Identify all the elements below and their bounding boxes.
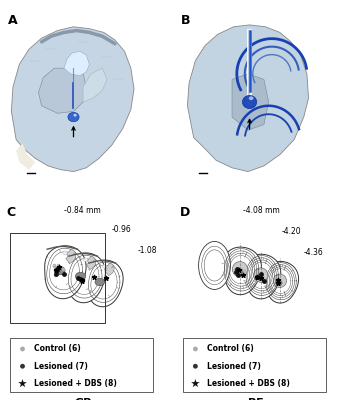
Text: Lesioned (7): Lesioned (7) [206,362,260,371]
Point [53,267,59,274]
Text: A: A [8,14,18,27]
Polygon shape [232,74,269,130]
Point [55,267,60,274]
Point [275,277,280,284]
Point [238,266,243,273]
Point [51,263,57,270]
Polygon shape [16,143,35,170]
Ellipse shape [54,266,65,275]
Ellipse shape [235,269,243,275]
Ellipse shape [276,280,282,286]
Point [61,271,66,277]
Point [77,276,82,282]
Text: -4.20: -4.20 [281,227,301,236]
Ellipse shape [273,274,286,288]
Point [237,267,242,273]
Ellipse shape [242,96,257,108]
Text: PF: PF [248,398,264,400]
Text: Lesioned + DBS (8): Lesioned + DBS (8) [34,379,117,388]
Polygon shape [245,254,281,299]
Point [235,272,241,278]
Point [254,274,260,281]
Bar [183,338,326,392]
Polygon shape [38,68,86,113]
Ellipse shape [103,265,106,268]
Ellipse shape [74,114,77,116]
Polygon shape [86,260,123,307]
Polygon shape [12,27,134,172]
Point [75,275,81,281]
Point [234,269,239,275]
Polygon shape [66,253,105,303]
Ellipse shape [254,268,268,282]
Ellipse shape [84,258,88,262]
Point [255,274,260,280]
Point [234,265,240,272]
Point [232,266,238,273]
Polygon shape [187,25,308,172]
Text: C: C [6,206,16,219]
Point [275,280,280,286]
Ellipse shape [63,251,67,255]
Polygon shape [83,68,107,102]
Polygon shape [64,51,89,76]
Point [51,262,56,268]
Point [258,271,263,277]
Point [56,264,62,270]
Point [240,271,246,278]
Polygon shape [86,256,96,270]
Point [259,274,264,281]
Point [55,262,61,268]
Ellipse shape [68,112,79,122]
Polygon shape [66,249,76,264]
Point [20,363,25,370]
Polygon shape [265,262,299,303]
Point [53,271,58,278]
Polygon shape [45,246,86,299]
Ellipse shape [249,96,254,100]
Polygon shape [105,263,114,276]
Point [193,380,198,387]
Text: -0.96: -0.96 [112,225,132,234]
Point [79,277,85,283]
Text: D: D [179,206,190,219]
Text: -4.08 mm: -4.08 mm [243,206,280,215]
Ellipse shape [256,274,263,280]
Point [103,275,108,282]
Point [261,278,266,284]
Point [60,266,65,273]
Text: -4.36: -4.36 [304,248,323,257]
Ellipse shape [95,278,104,286]
Point [92,274,97,280]
Polygon shape [223,247,261,295]
Point [79,277,85,284]
Text: B: B [181,14,191,27]
Point [193,346,198,352]
Text: Control (6): Control (6) [34,344,80,354]
Text: Lesioned (7): Lesioned (7) [34,362,87,371]
Point [20,380,25,387]
Point [79,278,84,285]
Text: -0.84 mm: -0.84 mm [64,206,101,215]
Text: Lesioned + DBS (8): Lesioned + DBS (8) [206,379,290,388]
Point [193,363,198,370]
Point [58,265,64,271]
Point [236,267,241,273]
Ellipse shape [232,262,248,277]
Bar [10,233,105,323]
Text: GP: GP [75,398,92,400]
Point [20,346,25,352]
Point [236,272,242,278]
Bar [10,338,153,392]
Point [53,271,58,278]
Ellipse shape [199,242,231,290]
Text: Control (6): Control (6) [206,344,253,354]
Text: -1.08: -1.08 [137,246,157,255]
Ellipse shape [75,272,86,280]
Point [234,268,239,275]
Point [241,268,246,275]
